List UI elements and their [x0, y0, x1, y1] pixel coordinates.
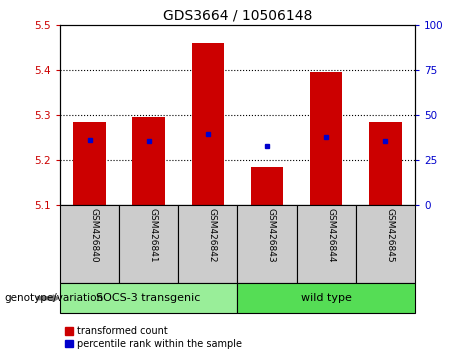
Legend: transformed count, percentile rank within the sample: transformed count, percentile rank withi… — [65, 326, 242, 349]
Bar — [237, 283, 415, 313]
Bar — [356, 205, 415, 283]
Bar — [73, 122, 106, 205]
Bar — [132, 117, 165, 205]
Text: GSM426844: GSM426844 — [326, 208, 335, 262]
Text: genotype/variation: genotype/variation — [5, 293, 104, 303]
Bar — [192, 43, 224, 205]
Text: SOCS-3 transgenic: SOCS-3 transgenic — [96, 293, 201, 303]
Text: GSM426840: GSM426840 — [89, 208, 99, 262]
Bar — [60, 283, 237, 313]
Text: GSM426843: GSM426843 — [267, 208, 276, 262]
Bar — [60, 205, 119, 283]
Text: GSM426845: GSM426845 — [385, 208, 394, 262]
Bar — [369, 122, 402, 205]
Bar — [178, 205, 237, 283]
Text: wild type: wild type — [301, 293, 352, 303]
Bar — [310, 72, 343, 205]
Bar — [237, 205, 296, 283]
Title: GDS3664 / 10506148: GDS3664 / 10506148 — [163, 8, 312, 22]
Bar — [119, 205, 178, 283]
Text: GSM426842: GSM426842 — [208, 208, 217, 262]
Bar — [296, 205, 356, 283]
Text: GSM426841: GSM426841 — [148, 208, 158, 262]
Bar — [251, 167, 283, 205]
